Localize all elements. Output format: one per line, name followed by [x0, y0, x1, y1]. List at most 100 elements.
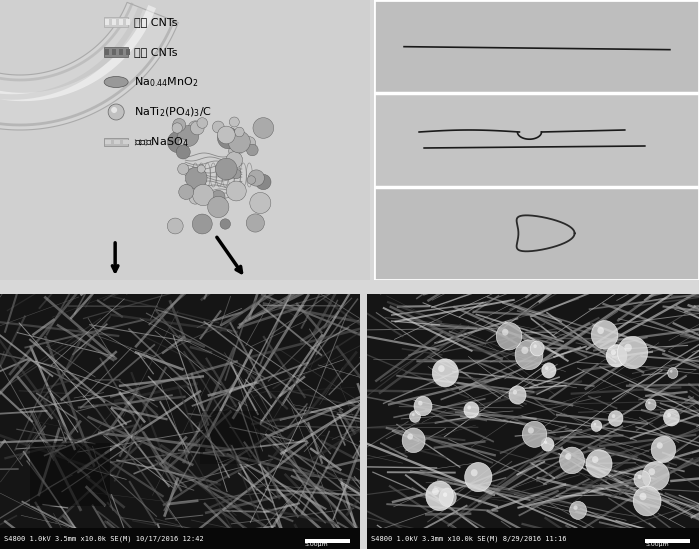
Text: 可纹 CNTs: 可纹 CNTs — [134, 17, 178, 27]
Circle shape — [541, 438, 554, 451]
Circle shape — [509, 386, 526, 404]
Circle shape — [544, 441, 547, 444]
Bar — [0, 528, 360, 549]
Circle shape — [608, 411, 623, 426]
Circle shape — [204, 194, 212, 203]
Bar — [123, 140, 129, 144]
Circle shape — [464, 402, 479, 418]
Circle shape — [521, 346, 528, 354]
Bar — [374, 187, 699, 280]
Circle shape — [167, 218, 183, 234]
Circle shape — [496, 323, 522, 350]
Circle shape — [212, 190, 225, 204]
Bar — [200, 411, 260, 464]
Circle shape — [229, 117, 239, 127]
Circle shape — [173, 119, 186, 132]
Circle shape — [432, 488, 439, 495]
Text: NaTi$_2$(PO$_4$)$_3$/C: NaTi$_2$(PO$_4$)$_3$/C — [134, 105, 212, 119]
Circle shape — [215, 158, 237, 180]
Circle shape — [426, 481, 453, 511]
Circle shape — [640, 493, 647, 500]
Circle shape — [193, 184, 214, 205]
Circle shape — [412, 413, 415, 416]
Circle shape — [471, 469, 477, 477]
Circle shape — [250, 193, 271, 214]
Circle shape — [591, 321, 618, 349]
Circle shape — [408, 434, 413, 440]
Circle shape — [108, 104, 124, 120]
Polygon shape — [0, 2, 178, 130]
Bar — [305, 540, 350, 542]
Circle shape — [179, 184, 194, 199]
Text: 电解液NaSO$_4$: 电解液NaSO$_4$ — [134, 135, 189, 149]
Circle shape — [246, 214, 264, 232]
Circle shape — [586, 450, 612, 478]
Circle shape — [243, 137, 256, 149]
Circle shape — [545, 366, 549, 370]
Circle shape — [663, 409, 679, 426]
Circle shape — [502, 329, 508, 335]
Circle shape — [438, 365, 445, 372]
Circle shape — [668, 368, 678, 378]
Circle shape — [172, 123, 182, 133]
Circle shape — [418, 401, 423, 406]
Bar — [105, 49, 109, 55]
Text: 5.00μm: 5.00μm — [305, 542, 329, 547]
Bar — [126, 19, 130, 25]
Circle shape — [642, 462, 669, 490]
Circle shape — [178, 136, 188, 145]
Circle shape — [591, 420, 602, 432]
Circle shape — [522, 421, 547, 447]
Circle shape — [248, 170, 264, 186]
Circle shape — [565, 453, 571, 460]
Circle shape — [612, 414, 615, 418]
Circle shape — [515, 340, 543, 369]
Circle shape — [439, 488, 456, 507]
Circle shape — [513, 390, 517, 395]
Bar — [114, 140, 120, 144]
Circle shape — [633, 486, 661, 516]
Circle shape — [606, 345, 627, 367]
Circle shape — [188, 121, 203, 135]
Bar — [112, 49, 116, 55]
Circle shape — [624, 344, 632, 352]
Circle shape — [649, 468, 655, 475]
Circle shape — [168, 131, 189, 153]
Circle shape — [178, 126, 199, 147]
Circle shape — [432, 359, 459, 387]
Circle shape — [189, 192, 201, 204]
Circle shape — [176, 145, 190, 159]
Circle shape — [465, 462, 492, 492]
Bar — [112, 19, 116, 25]
Circle shape — [222, 160, 236, 174]
Circle shape — [611, 350, 616, 355]
Circle shape — [217, 126, 235, 144]
Circle shape — [414, 396, 432, 416]
Circle shape — [247, 176, 256, 184]
Circle shape — [229, 145, 240, 156]
Bar — [105, 140, 111, 144]
Text: Na$_{0.44}$MnO$_2$: Na$_{0.44}$MnO$_2$ — [134, 75, 199, 89]
Circle shape — [542, 363, 556, 378]
Circle shape — [190, 121, 204, 135]
Text: 5.00μm: 5.00μm — [645, 542, 669, 547]
Bar — [105, 19, 109, 25]
Bar — [374, 0, 699, 93]
Circle shape — [256, 175, 271, 189]
Circle shape — [200, 189, 208, 197]
Bar — [374, 93, 699, 187]
Circle shape — [617, 337, 648, 369]
Circle shape — [111, 107, 117, 113]
Circle shape — [598, 327, 604, 334]
Bar — [30, 442, 110, 506]
Circle shape — [531, 341, 545, 356]
Circle shape — [637, 474, 642, 479]
Bar — [367, 528, 699, 549]
Circle shape — [197, 117, 208, 128]
Circle shape — [410, 411, 421, 422]
Circle shape — [402, 428, 425, 452]
Bar — [119, 19, 123, 25]
Ellipse shape — [104, 76, 128, 87]
Circle shape — [197, 165, 206, 173]
Bar — [104, 17, 128, 27]
